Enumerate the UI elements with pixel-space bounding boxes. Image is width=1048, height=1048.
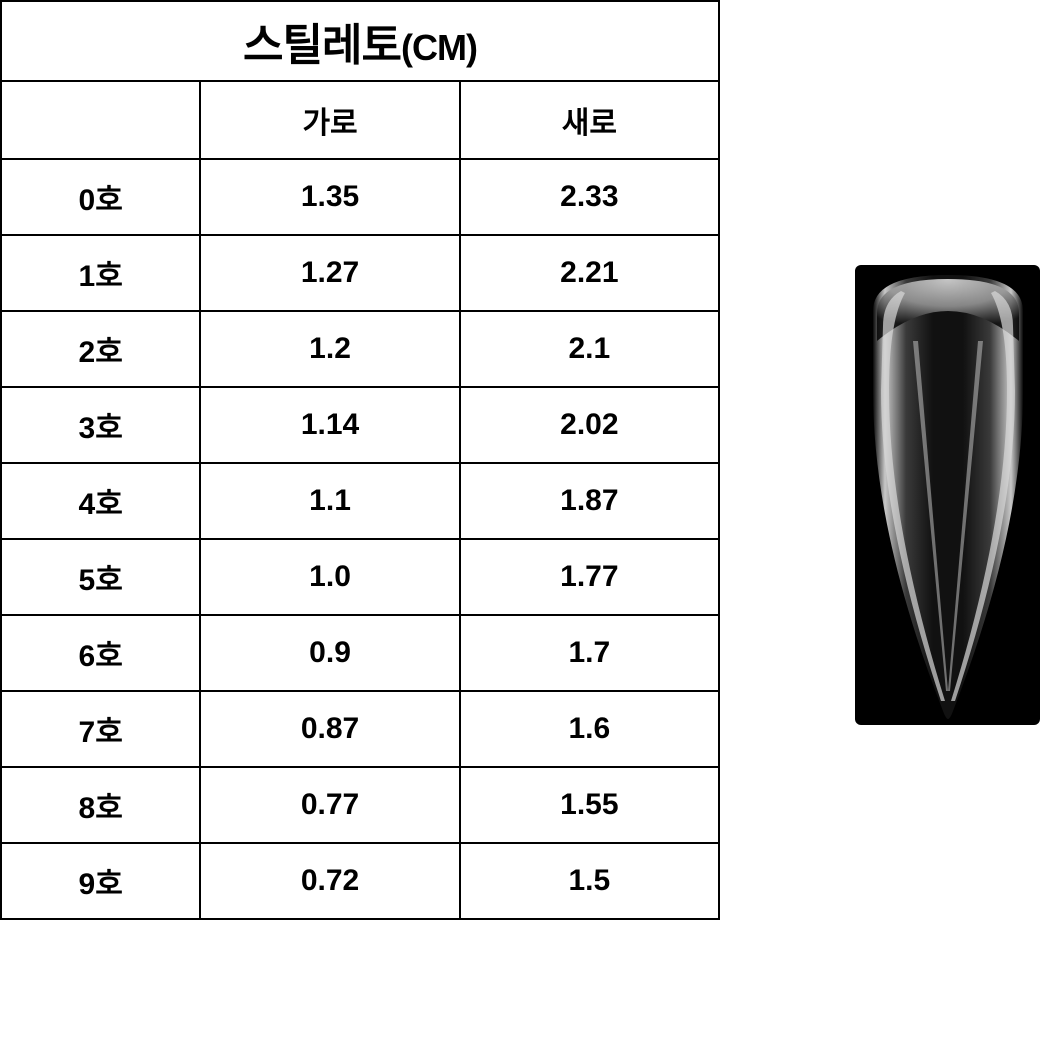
cell-height: 1.87 — [460, 463, 719, 539]
nail-tip-photo — [855, 265, 1040, 725]
table-row: 8호 0.77 1.55 — [1, 767, 719, 843]
cell-height: 1.77 — [460, 539, 719, 615]
header-width: 가로 — [200, 81, 459, 159]
cell-width: 0.77 — [200, 767, 459, 843]
size-table: 스틸레토(CM) 가로 새로 0호 1.35 2.33 1호 1.27 2.21… — [0, 0, 720, 920]
table-row: 3호 1.14 2.02 — [1, 387, 719, 463]
cell-height: 2.33 — [460, 159, 719, 235]
cell-size: 8호 — [1, 767, 200, 843]
table-title: 스틸레토(CM) — [1, 1, 719, 81]
table-row: 2호 1.2 2.1 — [1, 311, 719, 387]
cell-width: 1.1 — [200, 463, 459, 539]
table-row: 6호 0.9 1.7 — [1, 615, 719, 691]
title-main: 스틸레토 — [243, 21, 401, 70]
cell-width: 1.0 — [200, 539, 459, 615]
cell-height: 1.6 — [460, 691, 719, 767]
cell-size: 2호 — [1, 311, 200, 387]
cell-width: 0.87 — [200, 691, 459, 767]
cell-width: 1.35 — [200, 159, 459, 235]
header-size — [1, 81, 200, 159]
cell-height: 1.7 — [460, 615, 719, 691]
cell-height: 2.1 — [460, 311, 719, 387]
cell-height: 2.02 — [460, 387, 719, 463]
cell-size: 4호 — [1, 463, 200, 539]
cell-size: 1호 — [1, 235, 200, 311]
cell-size: 7호 — [1, 691, 200, 767]
table-body: 0호 1.35 2.33 1호 1.27 2.21 2호 1.2 2.1 3호 … — [1, 159, 719, 919]
cell-size: 3호 — [1, 387, 200, 463]
table-row: 0호 1.35 2.33 — [1, 159, 719, 235]
cell-width: 0.72 — [200, 843, 459, 919]
cell-size: 5호 — [1, 539, 200, 615]
cell-width: 1.2 — [200, 311, 459, 387]
cell-width: 0.9 — [200, 615, 459, 691]
table-row: 4호 1.1 1.87 — [1, 463, 719, 539]
cell-height: 2.21 — [460, 235, 719, 311]
table-row: 5호 1.0 1.77 — [1, 539, 719, 615]
cell-width: 1.27 — [200, 235, 459, 311]
table-row: 7호 0.87 1.6 — [1, 691, 719, 767]
table-row: 1호 1.27 2.21 — [1, 235, 719, 311]
title-unit: (CM) — [401, 27, 477, 68]
cell-height: 1.5 — [460, 843, 719, 919]
cell-height: 1.55 — [460, 767, 719, 843]
table-header-row: 가로 새로 — [1, 81, 719, 159]
stiletto-nail-icon — [863, 271, 1033, 719]
cell-width: 1.14 — [200, 387, 459, 463]
header-height: 새로 — [460, 81, 719, 159]
cell-size: 6호 — [1, 615, 200, 691]
table-row: 9호 0.72 1.5 — [1, 843, 719, 919]
cell-size: 0호 — [1, 159, 200, 235]
cell-size: 9호 — [1, 843, 200, 919]
